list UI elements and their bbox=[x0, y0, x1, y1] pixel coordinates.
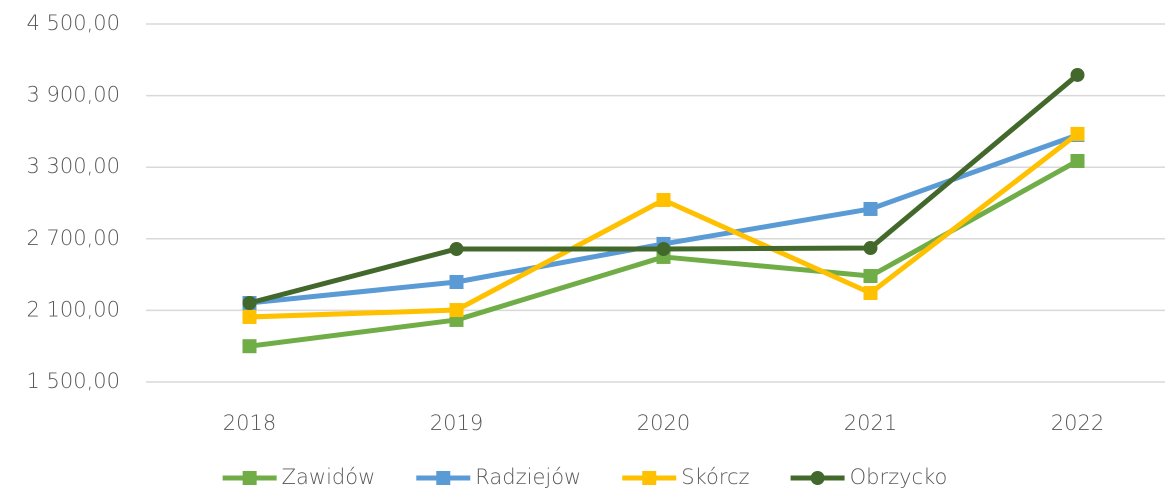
x-tick-label: 2018 bbox=[223, 411, 276, 435]
y-tick-label: 2 700,00 bbox=[26, 226, 120, 250]
x-tick-label: 2019 bbox=[430, 411, 483, 435]
y-tick-label: 3 900,00 bbox=[26, 83, 120, 107]
x-tick-label: 2021 bbox=[844, 411, 897, 435]
data-point bbox=[449, 274, 464, 289]
legend-label: Skórcz bbox=[681, 465, 749, 489]
data-point bbox=[863, 269, 878, 284]
data-point bbox=[449, 303, 464, 318]
series-line bbox=[248, 73, 1080, 306]
data-point bbox=[1070, 126, 1085, 141]
y-tick-label: 1 500,00 bbox=[26, 369, 120, 393]
data-point bbox=[656, 193, 671, 208]
x-tick-label: 2020 bbox=[637, 411, 690, 435]
data-point bbox=[863, 285, 878, 300]
y-tick-label: 4 500,00 bbox=[26, 11, 120, 35]
series-line bbox=[249, 132, 1079, 306]
legend-label: Zawidów bbox=[282, 465, 376, 489]
legend-marker bbox=[436, 471, 451, 485]
legend-marker bbox=[810, 471, 825, 485]
y-tick-label: 3 300,00 bbox=[26, 154, 120, 178]
data-point bbox=[1070, 153, 1085, 168]
legend-label: Radziejów bbox=[475, 465, 581, 489]
data-point bbox=[242, 296, 257, 311]
y-tick-label: 2 100,00 bbox=[26, 297, 120, 321]
data-point bbox=[242, 339, 257, 354]
legend-marker bbox=[642, 471, 657, 485]
data-point bbox=[1070, 67, 1085, 82]
x-tick-label: 2022 bbox=[1051, 411, 1104, 435]
data-point bbox=[449, 241, 464, 256]
data-point bbox=[863, 240, 878, 255]
legend-marker bbox=[242, 471, 257, 485]
data-point bbox=[242, 309, 257, 324]
legend-label: Obrzycko bbox=[850, 465, 948, 489]
data-point bbox=[863, 201, 878, 216]
data-point bbox=[656, 241, 671, 256]
